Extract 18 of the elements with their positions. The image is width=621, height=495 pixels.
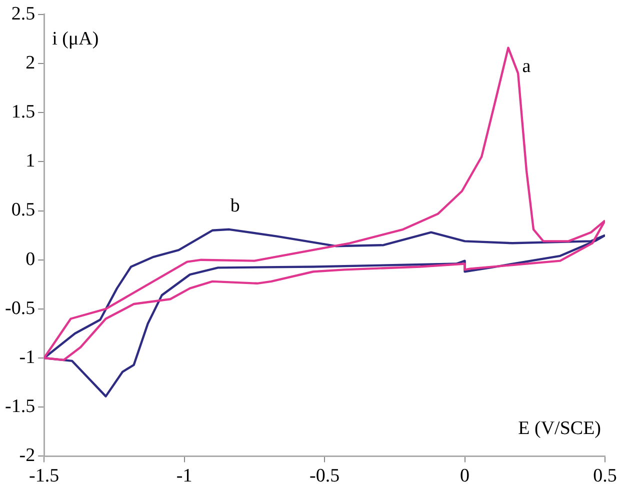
- y-tick-label: -2: [19, 445, 36, 466]
- y-tick-label: -1.5: [5, 396, 36, 418]
- y-tick-label: 2: [26, 52, 36, 74]
- x-tick-label: -0.5: [310, 466, 340, 487]
- y-tick-label: 1: [26, 150, 36, 172]
- y-tick-label: -0.5: [5, 298, 36, 319]
- x-axis-title: E (V/SCE): [518, 418, 601, 440]
- series-label: b: [230, 195, 240, 216]
- series-label: a: [522, 56, 532, 77]
- y-axis-title: i (μA): [52, 28, 99, 50]
- y-tick-label: 2.5: [11, 3, 36, 24]
- y-tick-label: 1.5: [11, 102, 36, 123]
- y-tick-label: -1: [19, 347, 36, 368]
- x-tick-label: -1: [176, 466, 192, 487]
- y-tick-label: 0: [26, 248, 36, 270]
- x-tick-label: 0.5: [593, 466, 617, 487]
- y-tick-label: 0.5: [11, 200, 36, 221]
- x-tick-label: 0: [460, 466, 470, 487]
